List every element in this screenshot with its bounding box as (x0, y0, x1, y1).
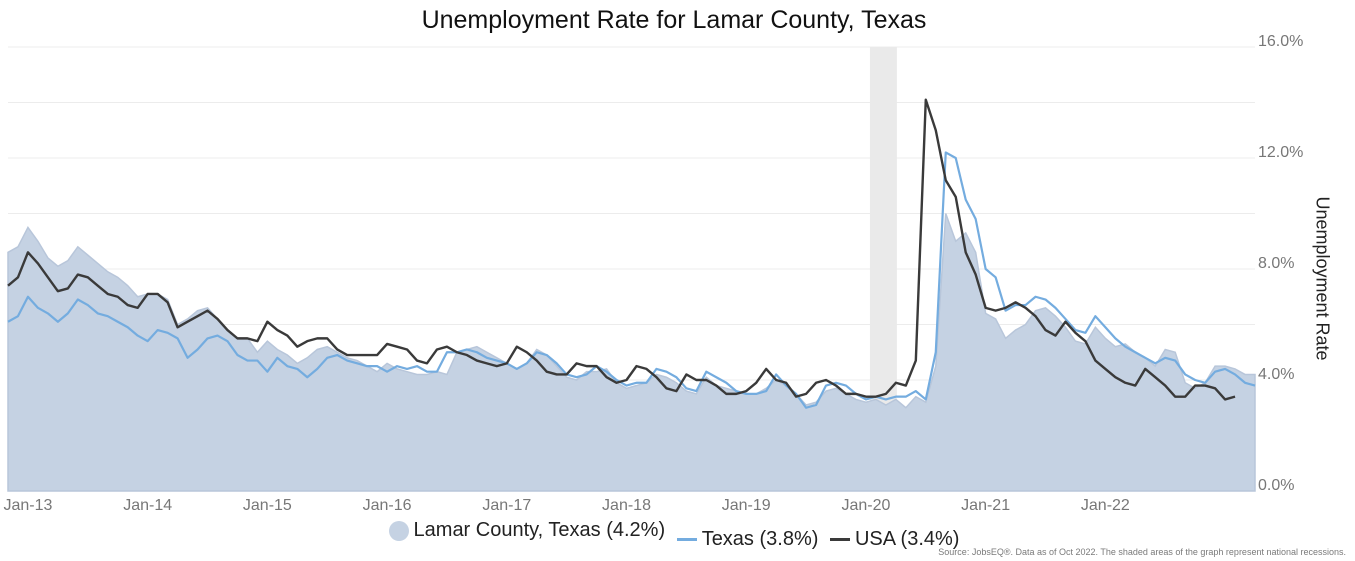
x-tick-labels: Jan-13 Jan-14 Jan-15 Jan-16 Jan-17 Jan-18 Jan-… (3, 497, 1129, 514)
x-tick-label: Jan-18 (602, 497, 651, 514)
series-line-usa (7, 98, 1236, 401)
x-tick-label: Jan-22 (1081, 497, 1130, 514)
legend-label-texas: Texas (3.8%) (701, 527, 819, 550)
area-series-layer (7, 213, 1256, 492)
y-tick-label: 16.0% (1258, 33, 1303, 50)
legend-item-lamar[interactable]: Lamar County, Texas (4.2%) (388, 519, 666, 542)
x-tick-label: Jan-14 (123, 497, 172, 514)
x-tick-label: Jan-21 (961, 497, 1010, 514)
legend: Lamar County, Texas (4.2%) Texas (3.8%) … (0, 519, 1348, 551)
x-tick-label: Jan-16 (363, 497, 412, 514)
legend-swatch-usa (829, 537, 850, 541)
legend-swatch-texas (676, 537, 697, 541)
y-tick-label: 4.0% (1258, 366, 1294, 383)
legend-label-lamar: Lamar County, Texas (4.2%) (413, 519, 666, 541)
x-tick-label: Jan-19 (722, 497, 771, 514)
legend-item-texas[interactable]: Texas (3.8%) (676, 527, 819, 551)
chart-title: Unemployment Rate for Lamar County, Texa… (421, 6, 927, 34)
series-area-lamar (7, 213, 1256, 492)
y-tick-label: 12.0% (1258, 144, 1303, 161)
x-tick-label: Jan-17 (482, 497, 531, 514)
legend-swatch-lamar (388, 520, 409, 541)
x-tick-label: Jan-20 (841, 497, 890, 514)
y-tick-labels: 16.0% 12.0% 8.0% 4.0% 0.0% (1258, 33, 1303, 494)
legend-item-usa[interactable]: USA (3.4%) (829, 527, 960, 551)
x-tick-label: Jan-15 (243, 497, 292, 514)
y-axis-label: Unemployment Rate (1312, 196, 1333, 361)
series-line-texas (7, 151, 1256, 409)
source-note: Source: JobsEQ®. Data as of Oct 2022. Th… (938, 547, 1346, 557)
x-tick-label: Jan-13 (3, 497, 52, 514)
legend-label-usa: USA (3.4%) (854, 527, 960, 550)
y-tick-label: 8.0% (1258, 255, 1294, 272)
y-tick-label: 0.0% (1258, 477, 1294, 494)
line-series-layer (7, 98, 1256, 409)
